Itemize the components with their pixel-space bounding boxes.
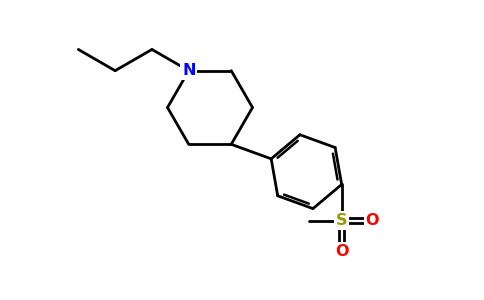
Text: S: S	[336, 213, 348, 228]
Text: N: N	[182, 63, 196, 78]
Text: O: O	[335, 244, 348, 259]
Text: O: O	[365, 213, 379, 228]
